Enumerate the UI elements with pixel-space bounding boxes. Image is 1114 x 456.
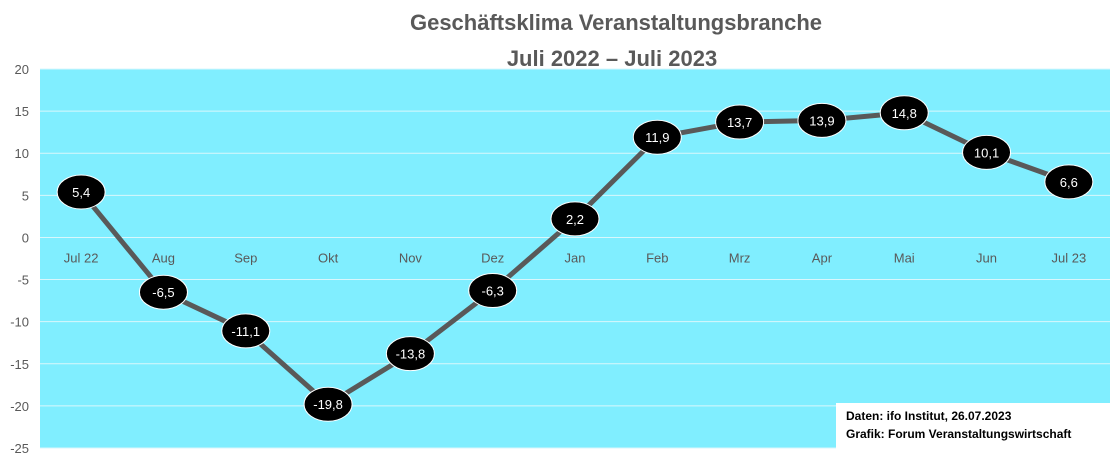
data-label: 11,9	[645, 130, 669, 145]
source-note: Daten: ifo Institut, 26.07.2023 Grafik: …	[836, 403, 1110, 450]
plot-background	[40, 69, 1110, 448]
x-tick-label: Okt	[318, 250, 339, 265]
data-label: 13,9	[809, 113, 834, 128]
data-label: 10,1	[974, 145, 999, 160]
data-point-marker	[1044, 164, 1094, 200]
x-tick-label: Sep	[234, 250, 257, 265]
source-data-line: Daten: ifo Institut, 26.07.2023	[846, 409, 1012, 423]
data-point-marker	[138, 274, 188, 310]
y-tick-label: -25	[10, 441, 29, 456]
data-label: -13,8	[396, 347, 426, 362]
data-label: -11,1	[231, 324, 260, 339]
plot-area: 20 15 10 5 0 -5 -10 -15 -20 -25 Jul 22 Aug Sep Okt Nov…	[10, 62, 1110, 456]
data-label: 13,7	[727, 115, 752, 130]
data-point-marker	[468, 273, 518, 309]
data-point-marker	[221, 313, 271, 349]
data-label: 14,8	[892, 106, 917, 121]
y-tick-label: 10	[15, 146, 29, 161]
x-tick-label: Jun	[976, 250, 997, 265]
y-tick-label: 0	[22, 230, 29, 245]
data-point-marker	[797, 102, 847, 138]
data-point-marker	[879, 95, 929, 131]
y-tick-label: 20	[15, 62, 29, 77]
data-point-marker	[632, 119, 682, 155]
data-label: 5,4	[72, 185, 90, 200]
source-graphic-line: Grafik: Forum Veranstaltungswirtschaft	[846, 427, 1072, 441]
data-point-marker	[550, 201, 600, 237]
x-tick-label: Mrz	[729, 250, 751, 265]
data-label: -6,5	[152, 285, 174, 300]
y-tick-label: 15	[15, 104, 29, 119]
data-label: -6,3	[481, 284, 503, 299]
y-tick-label: -15	[10, 357, 29, 372]
x-tick-label: Jan	[565, 250, 586, 265]
data-point-marker	[56, 174, 106, 210]
data-point-marker	[715, 104, 765, 140]
data-point-marker	[303, 386, 353, 422]
x-tick-label: Apr	[812, 250, 833, 265]
x-tick-label: Dez	[481, 250, 504, 265]
x-tick-label: Jul 23	[1051, 250, 1086, 265]
x-tick-label: Feb	[646, 250, 668, 265]
y-tick-label: 5	[22, 188, 29, 203]
x-tick-label: Nov	[399, 250, 423, 265]
data-label: -19,8	[313, 397, 343, 412]
y-tick-label: -20	[10, 399, 29, 414]
data-label: 2,2	[566, 212, 584, 227]
data-label: 6,6	[1060, 175, 1078, 190]
data-point-marker	[962, 134, 1012, 170]
x-tick-label: Aug	[152, 250, 175, 265]
chart-title-line-1: Geschäftsklima Veranstaltungsbranche	[410, 10, 822, 35]
x-tick-label: Jul 22	[64, 250, 99, 265]
data-point-marker	[385, 336, 435, 372]
x-tick-label: Mai	[894, 250, 915, 265]
chart-title-line-2: Juli 2022 – Juli 2023	[507, 46, 717, 71]
y-tick-label: -5	[17, 273, 29, 288]
y-tick-label: -10	[10, 315, 29, 330]
